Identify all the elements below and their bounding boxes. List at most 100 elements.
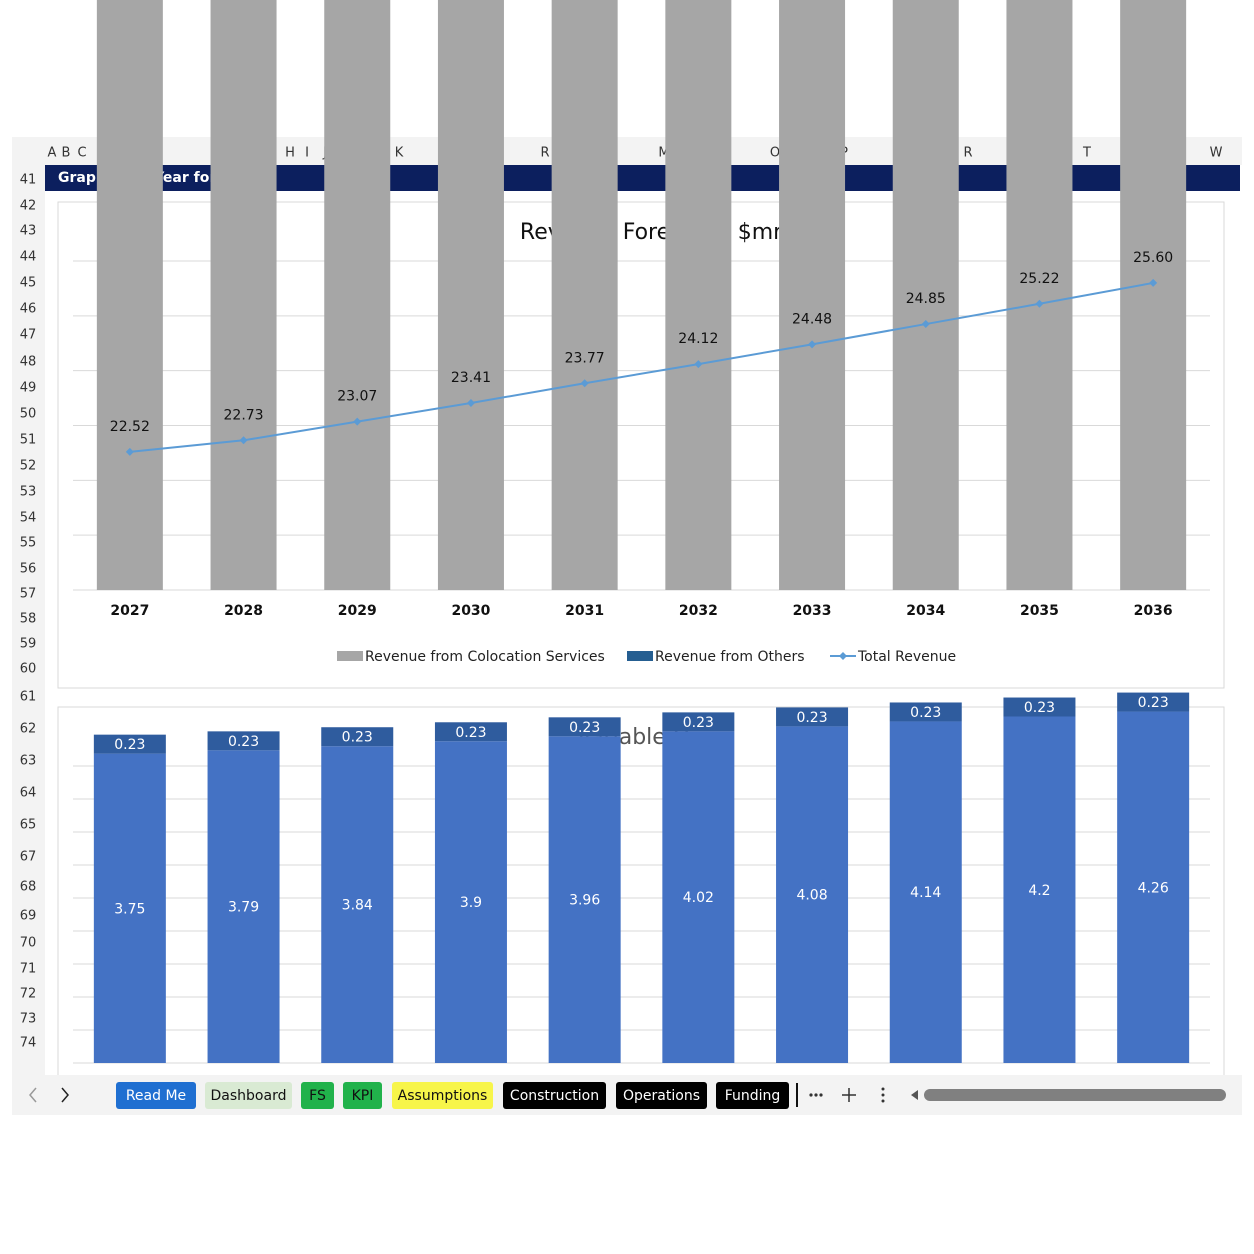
sheet-tab-label[interactable]: Dashboard <box>211 1088 287 1104</box>
row-header: 69 <box>20 909 37 924</box>
scroll-left[interactable] <box>911 1090 918 1100</box>
sheet-tab[interactable] <box>343 1082 382 1109</box>
line-series <box>129 281 1154 453</box>
row-header: 54 <box>20 511 37 526</box>
data-label: 0.23 <box>910 705 941 721</box>
data-label: 0.23 <box>569 720 600 736</box>
row-header: 73 <box>20 1012 37 1027</box>
next-sheet[interactable] <box>61 1087 69 1103</box>
row-header: 53 <box>20 485 37 500</box>
bar-segment <box>434 741 507 1063</box>
bar-segment <box>779 0 846 590</box>
legend-label: Revenue from Colocation Services <box>365 649 605 665</box>
row-header: 56 <box>20 562 37 577</box>
row-header: 42 <box>20 199 37 214</box>
data-label: 3.96 <box>569 893 600 909</box>
row-header: 64 <box>20 786 37 801</box>
bar-segment <box>207 731 280 751</box>
x-tick-label: 2033 <box>793 603 832 619</box>
row-header: 74 <box>20 1036 37 1051</box>
column-header: A <box>48 146 57 161</box>
bar-segment <box>551 0 618 590</box>
sheet-tab-label[interactable]: Operations <box>623 1088 700 1104</box>
legend-swatch <box>337 651 363 661</box>
data-label: 3.9 <box>460 895 482 911</box>
sheet-tab[interactable] <box>205 1082 292 1109</box>
row-header: 48 <box>20 355 37 370</box>
line-marker <box>694 360 703 369</box>
row-header: 44 <box>20 250 37 265</box>
more-sheets[interactable] <box>809 1093 823 1097</box>
column-header: C <box>77 146 86 161</box>
sheet-tab[interactable] <box>716 1082 789 1109</box>
bar-segment <box>207 750 280 1063</box>
bar-segment <box>1117 692 1190 712</box>
row-header: 59 <box>20 637 37 652</box>
bar-segment <box>93 753 166 1063</box>
sheet-tab-label[interactable]: Read Me <box>126 1088 186 1104</box>
sheet-tab-label[interactable]: Construction <box>510 1088 599 1104</box>
bar-segment <box>1120 0 1187 590</box>
sheet-tab-label[interactable]: KPI <box>352 1088 374 1104</box>
data-label: 0.23 <box>683 715 714 731</box>
data-label: 3.79 <box>228 900 259 916</box>
row-header: 60 <box>20 662 37 677</box>
row-header: 47 <box>20 328 37 343</box>
line-marker <box>125 447 134 456</box>
data-label: 0.23 <box>1138 695 1169 711</box>
legend-swatch <box>627 651 653 661</box>
line-marker <box>353 417 362 426</box>
options[interactable] <box>881 1087 885 1103</box>
data-label: 22.73 <box>224 407 264 423</box>
bar-segment <box>889 721 962 1063</box>
row-header: 70 <box>20 936 37 951</box>
x-tick-label: 2034 <box>906 603 945 619</box>
x-tick-label: 2036 <box>1134 603 1173 619</box>
bar-segment <box>324 0 391 591</box>
column-header: H <box>285 146 295 161</box>
row-header: 65 <box>20 818 37 833</box>
sheet-tab[interactable] <box>392 1082 493 1109</box>
sheet-tab-label[interactable]: Assumptions <box>398 1088 488 1104</box>
data-label: 4.2 <box>1028 883 1050 899</box>
bar-segment <box>434 722 507 742</box>
row-header: 43 <box>20 224 37 239</box>
sheet-tab-label[interactable]: Funding <box>725 1088 781 1104</box>
data-label: 4.02 <box>683 890 714 906</box>
row-header: 49 <box>20 381 37 396</box>
row-header: 58 <box>20 612 37 627</box>
line-marker <box>466 399 475 408</box>
legend-label: Revenue from Others <box>655 649 805 665</box>
x-tick-label: 2029 <box>338 603 377 619</box>
sheet-tab[interactable] <box>301 1082 334 1109</box>
data-label: 23.07 <box>337 389 377 405</box>
bar-segment <box>1003 697 1076 717</box>
scrollbar[interactable] <box>924 1089 1226 1101</box>
bar-segment <box>96 0 163 590</box>
sheet-tab-label[interactable]: FS <box>309 1088 326 1104</box>
bar-segment <box>321 746 394 1063</box>
sheet-tab[interactable] <box>503 1082 606 1109</box>
sheet-tab[interactable] <box>616 1082 707 1109</box>
data-label: 4.26 <box>1138 880 1169 896</box>
line-marker <box>1035 299 1044 308</box>
data-label: 4.08 <box>796 888 827 904</box>
row-header: 67 <box>20 850 37 865</box>
data-label: 4.14 <box>910 885 941 901</box>
data-label: 24.12 <box>678 331 718 347</box>
bar-segment <box>662 712 735 732</box>
sheet-tab[interactable] <box>116 1082 196 1109</box>
prev-sheet[interactable] <box>29 1087 37 1103</box>
data-label: 24.48 <box>792 311 832 327</box>
data-label: 3.75 <box>114 901 145 917</box>
bar-segment <box>548 736 621 1063</box>
row-header: 62 <box>20 722 37 737</box>
row-header-bar <box>12 165 45 1075</box>
add-sheet[interactable] <box>842 1088 856 1102</box>
column-header: R <box>540 146 549 161</box>
column-header: O <box>770 146 780 161</box>
data-label: 25.60 <box>1133 250 1173 266</box>
bar-segment <box>210 0 277 590</box>
row-header: 41 <box>20 173 37 188</box>
